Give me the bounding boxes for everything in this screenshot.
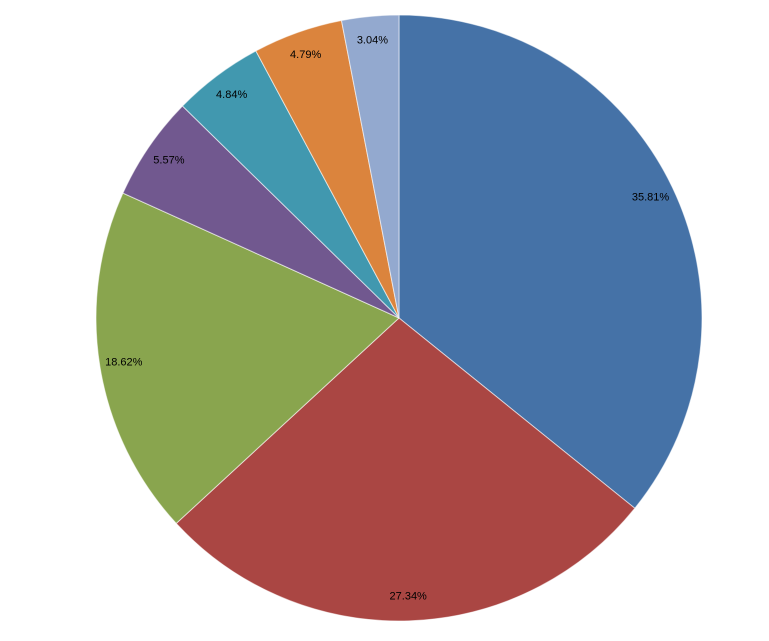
data-label: 5.57% [153,155,184,167]
pie-slice [340,14,400,319]
pie-slice [398,14,703,509]
data-label: 18.62% [105,356,143,368]
data-label: 4.79% [290,49,321,61]
data-label: 3.04% [357,34,388,46]
pie-slice [95,192,400,525]
data-label: 35.81% [632,192,670,204]
data-label: 4.84% [216,89,247,101]
pie-slice [175,317,636,622]
data-label: 27.34% [390,591,428,603]
